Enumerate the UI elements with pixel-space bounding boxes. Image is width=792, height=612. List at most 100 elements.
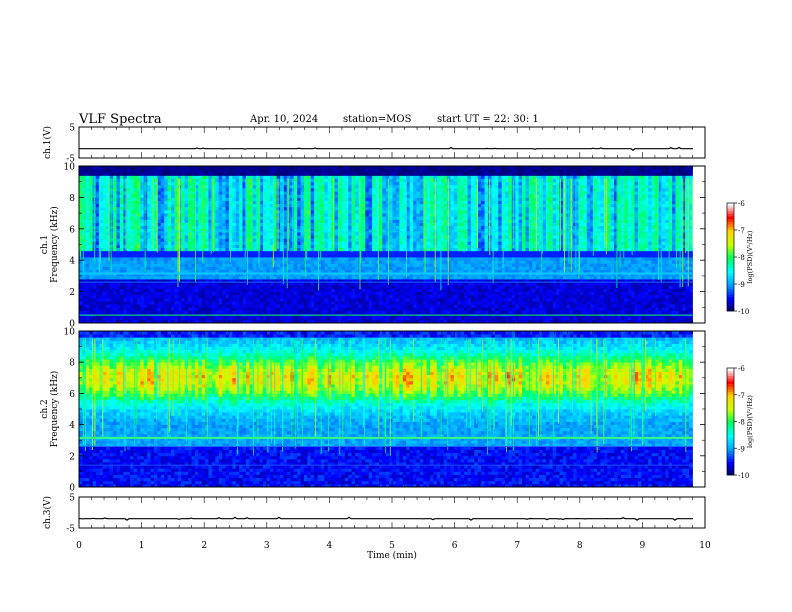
spectrogram-cell: [116, 263, 121, 267]
spectrogram-cell: [113, 191, 117, 195]
spectrogram-cell: [232, 166, 237, 170]
spectrogram-cell: [348, 241, 353, 245]
spectrogram-cell: [157, 194, 162, 198]
spectrogram-cell: [378, 206, 383, 211]
spectrogram-cell: [85, 297, 90, 302]
spectrogram-cell: [389, 213, 393, 217]
spectrogram-cell: [167, 301, 172, 305]
spectrogram-cell: [133, 279, 138, 283]
spectrogram-cell: [164, 194, 169, 198]
spectrogram-cell: [181, 263, 186, 267]
spectrogram-cell: [96, 250, 100, 255]
spectrogram-cell: [348, 178, 353, 183]
spectrogram-cell: [171, 175, 175, 179]
spectrogram-cell: [201, 244, 206, 249]
spectrogram-cell: [324, 297, 329, 302]
spectrogram-cell: [96, 257, 100, 261]
spectrogram-cell: [286, 247, 291, 252]
spectrogram-cell: [372, 247, 376, 252]
spectrogram-cell: [147, 301, 151, 305]
spectrogram-cell: [130, 175, 134, 179]
spectrogram-cell: [113, 282, 117, 286]
spectrogram-cell: [286, 304, 291, 308]
spectrogram-cell: [160, 247, 165, 252]
spectrogram-cell: [235, 209, 240, 214]
spectrogram-cell: [92, 316, 97, 321]
spectrogram-cell: [310, 228, 315, 233]
spectrogram-cell: [82, 319, 87, 324]
spectrogram-cell: [211, 291, 216, 296]
spectrogram-cell: [167, 257, 172, 261]
spectrogram-cell: [406, 228, 410, 233]
spectrogram-cell: [119, 257, 124, 261]
spectrogram-cell: [409, 294, 414, 299]
spectrogram-cell: [147, 269, 151, 274]
spectrogram-cell: [147, 181, 151, 186]
spectrogram-cell: [372, 282, 376, 286]
spectrogram-cell: [188, 250, 192, 255]
spectrogram-cell: [351, 203, 356, 208]
spectrogram-cell: [372, 209, 376, 214]
spectrogram-cell: [133, 219, 138, 223]
spectrogram-cell: [307, 294, 312, 299]
spectrogram-cell: [300, 297, 305, 302]
spectrogram-cell: [140, 235, 145, 239]
spectrogram-cell: [361, 206, 366, 211]
spectrogram-cell: [133, 209, 138, 214]
spectrogram-cell: [375, 194, 380, 198]
spectrogram-cell: [317, 231, 322, 236]
spectrogram-cell: [208, 209, 213, 214]
spectrogram-cell: [341, 241, 346, 245]
spectrogram-cell: [92, 263, 97, 267]
spectrogram-cell: [119, 238, 124, 242]
spectrogram-cell: [331, 172, 336, 176]
spectrogram-cell: [300, 316, 305, 321]
spectrogram-cell: [259, 191, 264, 195]
spectrogram-cell: [113, 304, 117, 308]
spectrogram-cell: [273, 231, 278, 236]
spectrogram-cell: [150, 285, 155, 289]
spectrogram-cell: [201, 263, 206, 267]
spectrogram-cell: [351, 166, 356, 170]
spectrogram-cell: [150, 288, 155, 292]
spectrogram-cell: [249, 291, 254, 296]
spectrogram-cell: [150, 263, 155, 267]
spectrogram-cell: [395, 266, 400, 271]
spectrogram-cell: [119, 203, 124, 208]
spectrogram-cell: [153, 291, 158, 296]
spectrogram-cell: [338, 235, 342, 239]
spectrogram-cell: [89, 166, 94, 170]
spectrogram-cell: [283, 294, 288, 299]
spectrogram-cell: [392, 222, 397, 227]
spectrogram-cell: [263, 269, 267, 274]
spectrogram-cell: [113, 244, 117, 249]
spectrogram-cell: [153, 175, 158, 179]
spectrogram-cell: [334, 213, 339, 217]
spectrogram-cell: [239, 175, 243, 179]
spectrogram-cell: [314, 241, 318, 245]
spectrogram-cell: [341, 209, 346, 214]
spectrogram-cell: [198, 187, 203, 192]
spectrogram-cell: [106, 285, 111, 289]
spectrogram-cell: [116, 169, 121, 173]
spectrogram-cell: [283, 203, 288, 208]
spectrogram-cell: [123, 228, 128, 233]
spectrogram-cell: [252, 263, 257, 267]
spectrogram-cell: [249, 200, 254, 205]
spectrogram-cell: [184, 200, 189, 205]
spectrogram-cell: [300, 247, 305, 252]
spectrogram-cell: [365, 253, 370, 258]
spectrogram-cell: [365, 225, 370, 230]
spectrogram-cell: [252, 197, 257, 201]
spectrogram-cell: [174, 275, 179, 280]
spectrogram-cell: [334, 181, 339, 186]
spectrogram-cell: [239, 219, 243, 223]
spectrogram-cell: [82, 316, 87, 321]
spectrogram-cell: [102, 184, 107, 189]
spectrogram-cell: [256, 175, 261, 179]
spectrogram-cell: [269, 301, 274, 305]
spectrogram-cell: [201, 166, 206, 170]
spectrogram-cell: [351, 316, 356, 321]
spectrogram-cell: [406, 282, 410, 286]
spectrogram-cell: [96, 203, 100, 208]
